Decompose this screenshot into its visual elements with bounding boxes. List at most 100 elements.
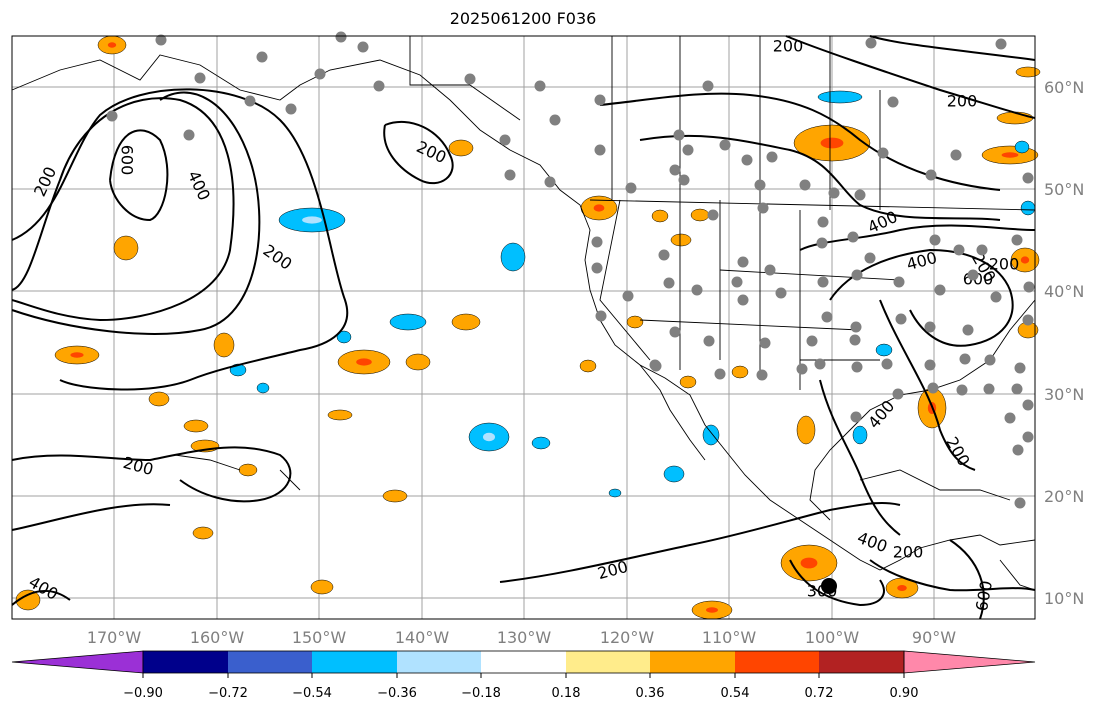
lon-label-90w: 90°W: [912, 628, 956, 647]
negative-anomaly-area: [702, 424, 720, 446]
station-marker: [155, 34, 167, 46]
station-marker: [893, 276, 905, 288]
strong-positive-core: [107, 42, 117, 48]
colorbar-tick-label: −0.72: [208, 686, 248, 701]
colorbar-tick-label: −0.18: [461, 686, 501, 701]
station-marker: [534, 80, 546, 92]
colorbar-segment: [228, 651, 312, 673]
station-marker: [737, 294, 749, 306]
contour-line: [879, 299, 976, 471]
station-marker: [669, 326, 681, 338]
station-marker: [285, 103, 297, 115]
station-marker: [892, 388, 904, 400]
station-marker: [775, 287, 787, 299]
contour-line: [11, 91, 261, 335]
station-marker: [959, 353, 971, 365]
positive-anomaly-area: [213, 332, 235, 358]
contour-label: 200: [773, 37, 804, 56]
contour-line: [789, 559, 885, 607]
station-marker: [817, 216, 829, 228]
colorbar-segment: [650, 651, 735, 673]
positive-anomaly-area: [690, 208, 710, 222]
positive-anomaly-area: [310, 579, 334, 595]
station-marker: [549, 114, 561, 126]
colorbar-tick-label: −0.54: [292, 686, 332, 701]
station-marker: [956, 384, 968, 396]
colorbar-tick-labels: −0.90 −0.72 −0.54 −0.36 −0.18 0.18 0.36 …: [123, 686, 918, 701]
contour-line: [949, 539, 985, 620]
strong-positive-core: [356, 358, 372, 366]
negative-anomaly-area: [852, 425, 868, 445]
station-marker: [796, 363, 808, 375]
lon-label-160w: 160°W: [190, 628, 245, 647]
colorbar-tick-label: −0.90: [123, 686, 163, 701]
colorbar-segment: [481, 651, 566, 673]
station-marker: [707, 209, 719, 221]
station-marker: [595, 310, 607, 322]
station-marker: [1014, 362, 1026, 374]
contour-line: [11, 88, 349, 391]
contour-line: [11, 589, 71, 606]
positive-anomaly-area: [731, 365, 749, 379]
station-marker: [967, 269, 979, 281]
positive-anomaly-area: [626, 315, 644, 329]
station-marker: [741, 154, 753, 166]
station-marker: [244, 95, 256, 107]
coastline: [719, 269, 901, 281]
station-marker: [194, 72, 206, 84]
lat-label-30n: 30°N: [1044, 385, 1084, 404]
contour-label: 200: [893, 543, 924, 562]
graticule: [12, 36, 1035, 619]
lat-label-50n: 50°N: [1044, 180, 1084, 199]
colorbar-frame: [142, 650, 905, 674]
map-title: 2025061200 F036: [449, 9, 597, 28]
station-marker: [1011, 234, 1023, 246]
station-marker: [817, 276, 829, 288]
station-marker: [622, 290, 634, 302]
negative-anomaly-area: [817, 90, 863, 104]
negative-anomaly-area: [256, 382, 270, 394]
station-marker: [594, 94, 606, 106]
station-marker: [877, 147, 889, 159]
positive-anomaly-area: [451, 313, 481, 331]
low-center-marker: [821, 578, 837, 594]
lon-label-110w: 110°W: [702, 628, 757, 647]
positive-anomaly-area: [405, 353, 431, 371]
colorbar-segment: [819, 651, 904, 673]
positive-anomaly-area: [796, 415, 816, 445]
positive-anomaly-area: [148, 391, 170, 407]
station-marker: [183, 129, 195, 141]
coastline: [409, 36, 470, 86]
positive-anomaly-area: [670, 233, 692, 247]
station-marker: [649, 359, 661, 371]
station-marker: [737, 256, 749, 268]
station-marker: [864, 252, 876, 264]
coastline: [589, 199, 1036, 211]
coastline: [599, 199, 651, 361]
station-markers: [106, 31, 1035, 594]
station-marker: [806, 335, 818, 347]
station-marker: [1014, 497, 1026, 509]
strong-positive-core: [897, 585, 907, 591]
negative-anomaly-area: [663, 465, 685, 483]
station-marker: [1022, 431, 1034, 443]
contour-line: [639, 134, 1001, 221]
coastline: [469, 84, 521, 121]
station-marker: [1022, 314, 1034, 326]
latitude-labels: 60°N 50°N 40°N 30°N 20°N 10°N: [1044, 78, 1084, 608]
station-marker: [591, 262, 603, 274]
station-marker: [854, 189, 866, 201]
negative-core: [302, 216, 322, 224]
coastline: [174, 454, 241, 471]
station-marker: [984, 354, 996, 366]
contour-line: [11, 503, 171, 531]
station-marker: [934, 284, 946, 296]
colorbar-segment: [397, 651, 481, 673]
station-marker: [663, 277, 675, 289]
station-marker: [256, 51, 268, 63]
negative-anomaly-area: [608, 488, 622, 498]
strong-positive-core: [1020, 256, 1030, 264]
lon-label-170w: 170°W: [87, 628, 142, 647]
lon-label-150w: 150°W: [292, 628, 347, 647]
